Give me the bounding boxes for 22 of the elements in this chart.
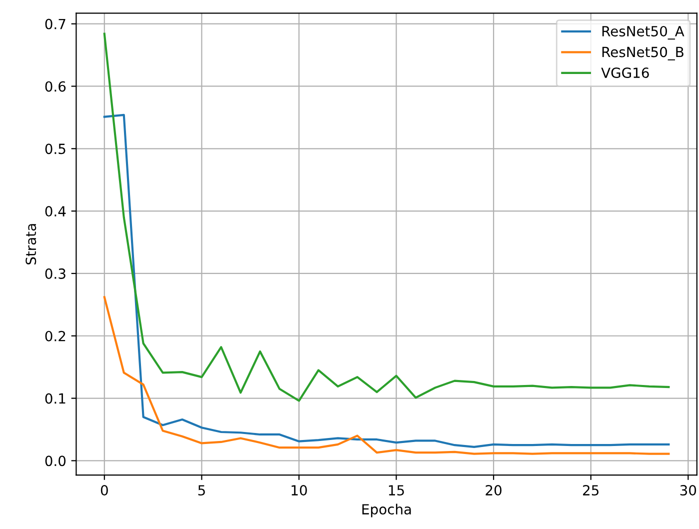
y-tick-label: 0.1 [45, 393, 66, 404]
legend-label: VGG16 [601, 68, 649, 78]
line-series [103, 114, 670, 448]
x-tick-label: 0 [100, 485, 108, 496]
line-series [103, 296, 670, 455]
x-tick-label: 15 [388, 485, 404, 496]
x-tick-label: 25 [583, 485, 598, 496]
legend-label: ResNet50_B [602, 46, 684, 60]
y-tick-label: 0.7 [45, 18, 66, 30]
x-tick-label: 5 [198, 485, 205, 496]
y-tick-label: 0.3 [45, 268, 66, 279]
y-tick-label: 0.2 [45, 330, 66, 342]
y-tick-label: 0.0 [45, 456, 66, 466]
legend-label: ResNet50_A [602, 26, 684, 40]
x-tick-label: 30 [680, 485, 696, 496]
y-tick-label: 0.6 [45, 81, 66, 92]
y-axis-title: Strata [26, 224, 36, 264]
x-tick-label: 10 [292, 485, 307, 496]
x-tick-label: 20 [486, 485, 502, 496]
x-axis-title: Epocha [362, 504, 411, 518]
y-tick-label: 0.5 [45, 144, 66, 154]
y-tick-label: 0.4 [45, 206, 66, 217]
